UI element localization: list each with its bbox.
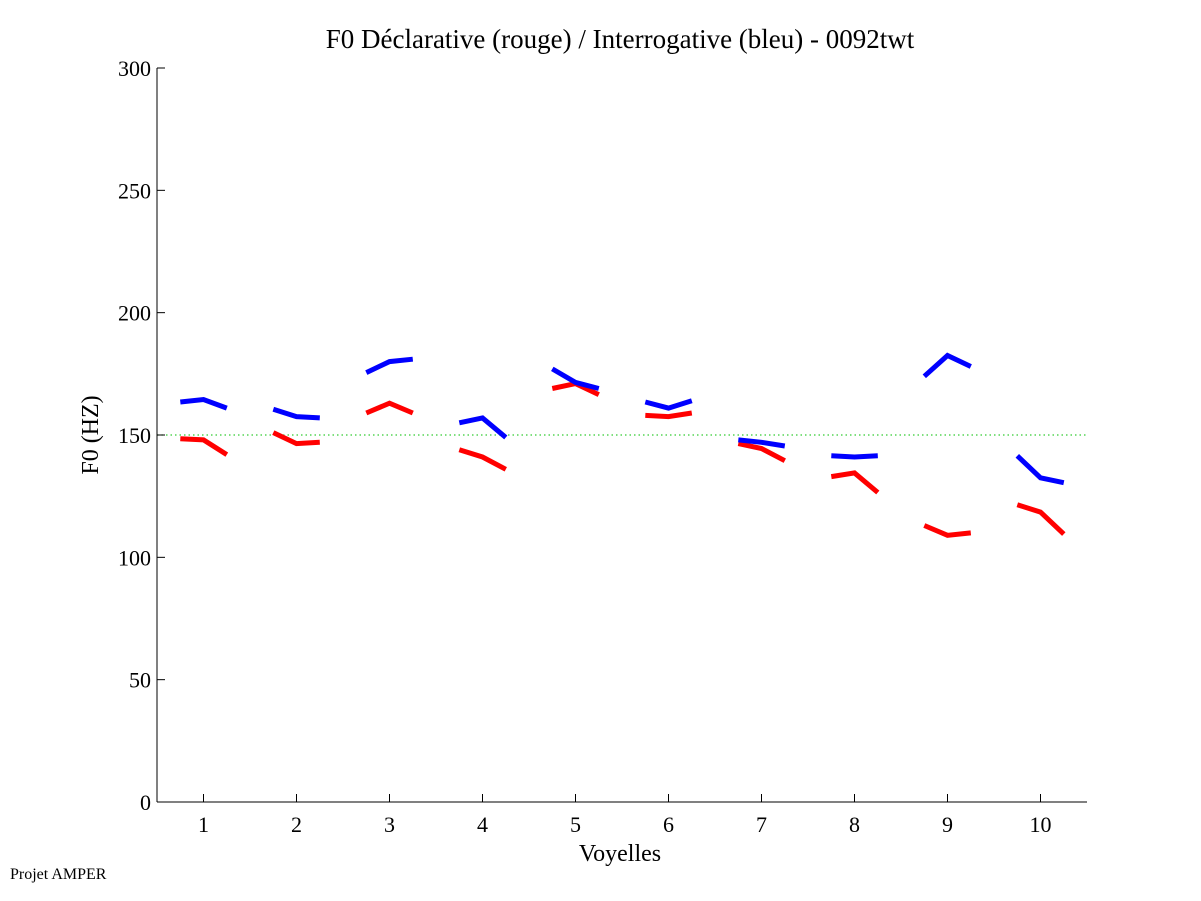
series-line-segment (180, 436, 229, 457)
y-tick-label: 300 (118, 56, 151, 81)
chart-title: F0 Déclarative (rouge) / Interrogative (… (326, 24, 915, 54)
series-interrogative (180, 352, 1065, 486)
series-line-segment (738, 437, 786, 449)
x-tick-label: 6 (663, 812, 674, 837)
x-tick-label: 2 (291, 812, 302, 837)
series-line-segment (831, 453, 878, 460)
x-tick-label: 10 (1030, 812, 1052, 837)
series-line-segment (458, 447, 507, 472)
x-tick-label: 9 (942, 812, 953, 837)
series-line-segment (644, 398, 693, 411)
series-line-segment (365, 356, 414, 375)
series-line-segment (1016, 502, 1066, 536)
series-line-segment (365, 400, 414, 416)
series-layer (180, 352, 1066, 538)
series-line-segment (180, 396, 228, 411)
series-line-segment (830, 470, 880, 495)
footer-label: Projet AMPER (10, 866, 107, 883)
series-line-segment (923, 523, 972, 538)
y-tick-label: 100 (118, 545, 151, 570)
y-tick-label: 250 (118, 178, 151, 203)
x-axis-label: Voyelles (579, 841, 661, 867)
series-line-segment (1015, 453, 1065, 486)
x-tick-label: 5 (570, 812, 581, 837)
series-line-segment (737, 441, 786, 463)
series-line-segment (645, 410, 693, 420)
series-line-segment (551, 366, 600, 391)
series-line-segment (272, 406, 320, 421)
x-tick-label: 4 (477, 812, 488, 837)
y-tick-label: 50 (129, 668, 151, 693)
x-tick-label: 1 (198, 812, 209, 837)
series-line-segment (272, 430, 320, 447)
x-tick-label: 3 (384, 812, 395, 837)
series-declarative (180, 380, 1066, 538)
y-tick-label: 150 (118, 423, 151, 448)
y-axis-label: F0 (HZ) (78, 395, 104, 474)
x-tick-label: 8 (849, 812, 860, 837)
y-tick-label: 0 (140, 790, 151, 815)
series-line-segment (458, 415, 508, 440)
x-tick-label: 7 (756, 812, 767, 837)
y-tick-label: 200 (118, 301, 151, 326)
ticks-layer: 0 50 100 150 200 250 300 1 2 3 4 5 6 7 8 9 10 (118, 56, 1052, 837)
series-line-segment (922, 352, 972, 379)
